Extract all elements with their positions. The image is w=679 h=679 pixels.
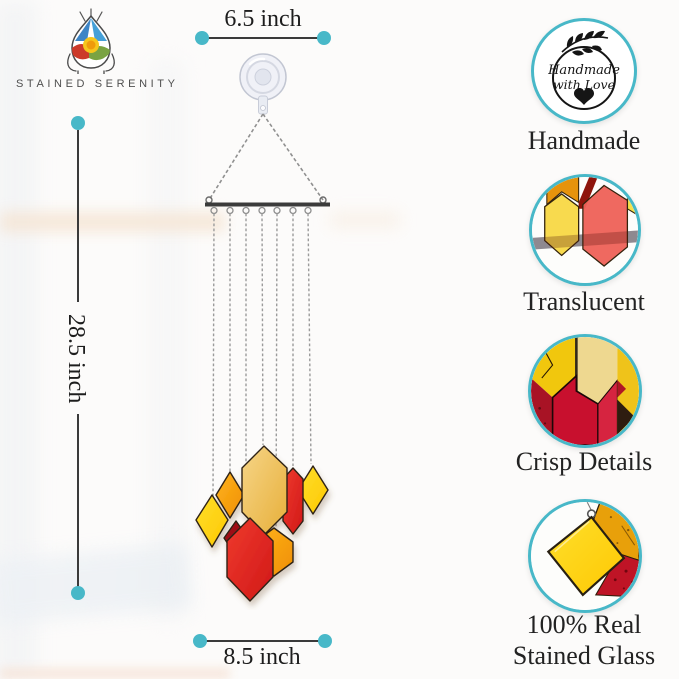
brand-logo: STAINED SERENITY <box>16 8 179 90</box>
dimension-top-label: 6.5 inch <box>224 6 302 32</box>
translucent-badge <box>529 174 641 286</box>
glass-piece-orange-diamond-left <box>215 471 245 519</box>
dimension-bottom-dot-right <box>318 634 332 648</box>
real-stained-glass-closeup-icon <box>531 502 639 610</box>
dimension-left-dot-top <box>71 116 85 130</box>
dimension-bottom-line <box>200 640 325 642</box>
translucent-glass-closeup-icon <box>532 177 638 283</box>
dimension-top-line <box>202 37 324 39</box>
background-blur-stripe <box>150 60 184 620</box>
dimension-bottom-dot-left <box>193 634 207 648</box>
stained-glass-sun-logo-icon <box>67 8 115 74</box>
feature-label-real-stained-glass: 100% Real Stained Glass <box>512 610 656 670</box>
laurel-branch-icon <box>561 30 609 56</box>
dimension-top-dot-right <box>317 31 331 45</box>
dimension-left-dot-bottom <box>71 586 85 600</box>
stamp-text-line1: Handmade <box>547 63 620 78</box>
hanging-chain-triangle <box>208 113 324 201</box>
handmade-stamp-badge: Handmade with Love <box>531 18 637 124</box>
handmade-with-love-stamp-icon: Handmade with Love <box>547 30 620 110</box>
feature-label-crisp-details: Crisp Details <box>515 447 653 476</box>
dimension-left-label: 28.5 inch <box>63 314 89 404</box>
glass-piece-red-hexagon-bottom <box>226 517 274 602</box>
crisp-details-badge <box>528 334 642 448</box>
background-warm-band <box>0 668 230 679</box>
stamp-text-line2: with Love <box>553 77 615 92</box>
heart-icon <box>574 88 594 105</box>
real-stained-glass-badge <box>528 499 642 613</box>
wind-chime-product-photo <box>195 53 330 602</box>
bar-end-ring-left <box>205 196 213 204</box>
dimension-left-line-lower <box>77 414 79 588</box>
glass-piece-yellow-diamond-left <box>195 494 229 548</box>
chain-rings <box>210 206 312 215</box>
brand-name: STAINED SERENITY <box>16 78 179 90</box>
background-blur-stripe <box>0 0 38 679</box>
dimension-left-line-upper <box>77 130 79 302</box>
feature-label-translucent: Translucent <box>523 287 645 316</box>
suction-cup <box>239 53 287 115</box>
feature-label-handmade: Handmade <box>527 126 641 155</box>
dimension-top-dot-left <box>195 31 209 45</box>
dimension-bottom-label: 8.5 inch <box>223 644 301 670</box>
background-blur-shape <box>0 543 193 625</box>
crisp-details-glass-closeup-icon <box>531 337 639 445</box>
